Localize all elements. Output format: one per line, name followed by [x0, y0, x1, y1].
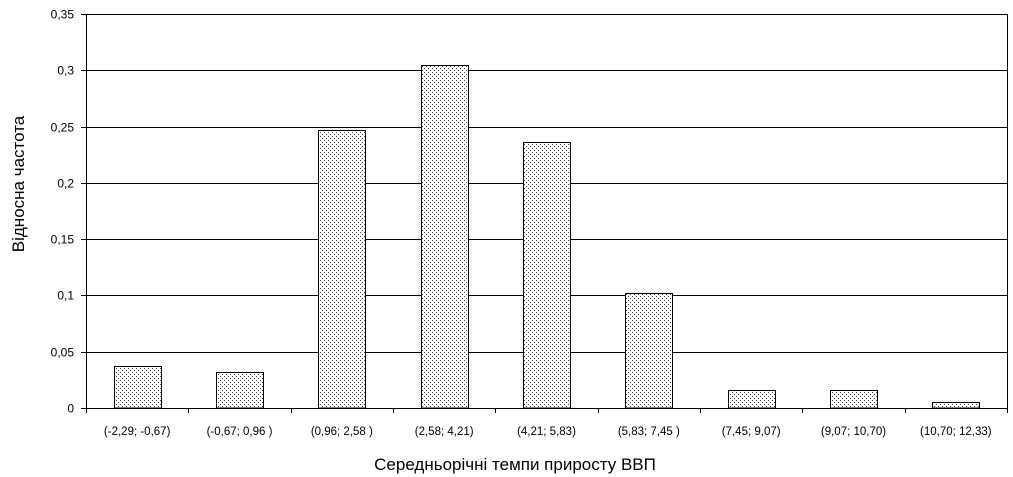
tick-labels: 0 0,05 0,1 0,15 0,2 0,25 0,3 0,35 (-2,29; -0,67)… [51, 8, 992, 439]
x-tick-label: (0,96; 2,58 ) [311, 426, 373, 438]
axes [81, 14, 1008, 413]
x-tick-label: (-2,29; -0,67) [104, 426, 171, 438]
y-tick-label: 0,35 [51, 8, 75, 22]
x-tick-label: (4,21; 5,83) [517, 426, 576, 438]
bar [318, 130, 366, 409]
bar [114, 366, 162, 409]
x-tick-label: (-0,67; 0,96 ) [207, 426, 273, 438]
bar [625, 293, 673, 409]
x-tick-label: (10,70; 12,33) [920, 426, 992, 438]
y-tick-label: 0,2 [57, 177, 74, 191]
x-tick-label: (9,07; 10,70) [821, 426, 886, 438]
y-tick-label: 0,25 [51, 121, 75, 135]
bars [114, 65, 980, 409]
x-tick-label: (2,58; 4,21) [415, 426, 474, 438]
y-axis-title: Відносна частота [9, 115, 28, 252]
bar [830, 390, 878, 409]
y-tick-label: 0,05 [51, 346, 75, 360]
x-tick-label: (7,45; 9,07) [722, 426, 781, 438]
y-tick-label: 0,1 [57, 289, 74, 303]
bar [728, 390, 776, 409]
bar [421, 65, 469, 409]
bar [523, 142, 571, 409]
bar [216, 372, 264, 409]
x-tick-label: (5,83; 7,45 ) [618, 426, 680, 438]
x-axis-title: Середньорічні темпи приросту ВВП [374, 455, 656, 474]
bar [932, 402, 980, 409]
y-tick-label: 0,3 [57, 64, 74, 78]
y-tick-label: 0 [67, 402, 74, 416]
y-tick-label: 0,15 [51, 233, 75, 247]
